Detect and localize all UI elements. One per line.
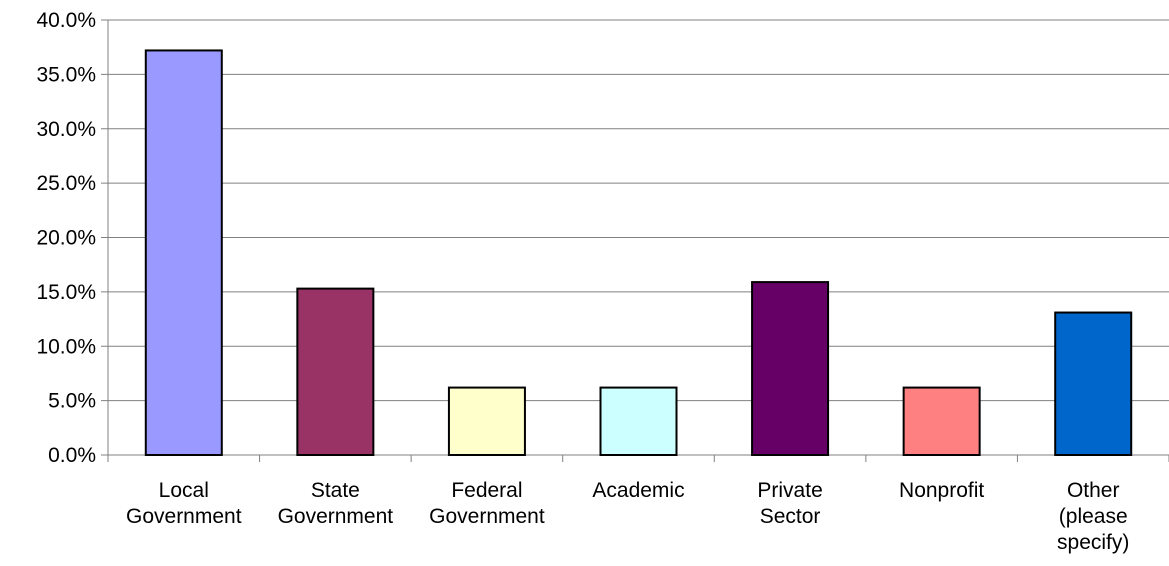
category-label-line: Government [126, 505, 242, 528]
category-label-line: Local [159, 479, 209, 502]
category-label-line: State [311, 479, 360, 502]
bar [751, 281, 830, 456]
y-tick-label: 35.0% [36, 63, 96, 86]
y-tick-label: 0.0% [48, 444, 96, 467]
category-label-line: (please [1059, 505, 1128, 528]
category-label: Federal Government [429, 479, 545, 528]
category-label: Local Government [126, 479, 242, 528]
category-label: Private Sector [757, 479, 822, 528]
category-label-line: Private [757, 479, 822, 502]
bar [447, 386, 526, 457]
bar [1054, 311, 1133, 456]
category-label: Other (please specify) [1057, 479, 1129, 554]
category-label-line: Academic [592, 479, 684, 502]
y-tick-label: 40.0% [36, 9, 96, 32]
y-tick-label: 5.0% [48, 390, 96, 413]
bar [902, 386, 981, 457]
y-tick-label: 15.0% [36, 281, 96, 304]
category-label-line: Sector [760, 505, 821, 528]
category-label: Nonprofit [899, 479, 984, 502]
category-label: State Government [278, 479, 394, 528]
category-label-line: Government [429, 505, 545, 528]
bar [296, 287, 375, 456]
y-tick-labels: 0.0% 5.0% 10.0% 15.0% 20.0% 25.0% 30.0% 35.0% 40… [36, 9, 96, 467]
category-label-line: Nonprofit [899, 479, 984, 502]
bars [144, 49, 1133, 457]
category-label-line: Government [278, 505, 394, 528]
y-tick-label: 10.0% [36, 335, 96, 358]
y-tick-label: 30.0% [36, 118, 96, 141]
category-label-line: Federal [451, 479, 522, 502]
grid-lines [108, 19, 1169, 402]
bar [144, 49, 223, 456]
y-tick-label: 25.0% [36, 172, 96, 195]
y-tick-label: 20.0% [36, 227, 96, 250]
category-labels: Local Government State Government Federal Gov… [126, 479, 1129, 554]
category-label-line: Other [1067, 479, 1120, 502]
category-label: Academic [592, 479, 684, 502]
bar [599, 386, 678, 457]
category-label-line: specify) [1057, 531, 1129, 554]
